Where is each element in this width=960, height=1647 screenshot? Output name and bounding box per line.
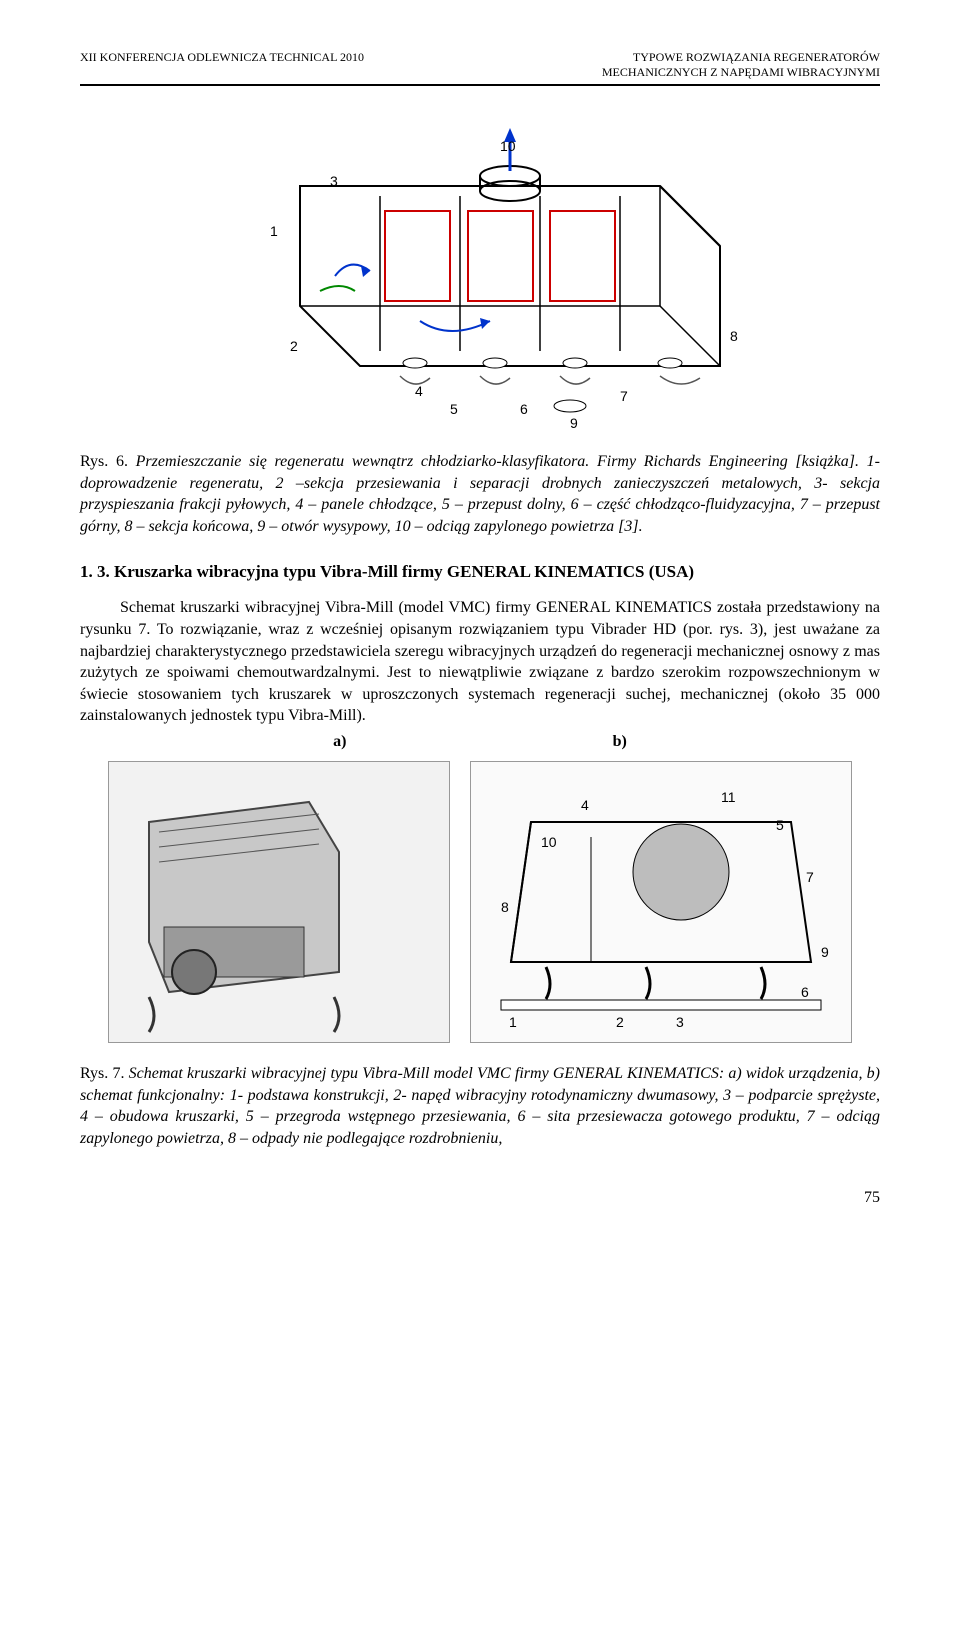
figure-7a-image: [108, 761, 450, 1043]
svg-text:9: 9: [821, 944, 829, 960]
caption6-body: Przemieszczanie się regeneratu wewnątrz …: [80, 453, 880, 535]
header-right-line2: MECHANICZNYCH Z NAPĘDAMI WIBRACYJNYMI: [602, 65, 880, 80]
heading-text: Kruszarka wibracyjna typu Vibra-Mill fir…: [114, 562, 694, 581]
label-10: 10: [500, 138, 516, 154]
label-1: 1: [270, 223, 278, 239]
figure-7b-image: 1 2 3 4 5 6 7 8 9 10 11: [470, 761, 852, 1043]
subfigure-labels: a) b): [80, 733, 880, 751]
svg-text:3: 3: [676, 1014, 684, 1030]
diagram-schematic: 1 2 3 4 5 6 7 8 9 10: [200, 116, 760, 436]
header-left: XII KONFERENCJA ODLEWNICZA TECHNICAL 201…: [80, 50, 364, 65]
paragraph-1: Schemat kruszarki wibracyjnej Vibra-Mill…: [80, 597, 880, 727]
label-8: 8: [730, 328, 738, 344]
svg-text:11: 11: [721, 789, 736, 805]
header-right-line1: TYPOWE ROZWIĄZANIA REGENERATORÓW: [602, 50, 880, 65]
figure-6-caption: Rys. 6. Przemieszczanie się regeneratu w…: [80, 451, 880, 537]
page-header: XII KONFERENCJA ODLEWNICZA TECHNICAL 201…: [80, 50, 880, 86]
label-7: 7: [620, 388, 628, 404]
svg-text:10: 10: [541, 834, 557, 850]
svg-text:1: 1: [509, 1014, 517, 1030]
caption6-lead: Rys. 6.: [80, 453, 128, 470]
label-2: 2: [290, 338, 298, 354]
caption7-body: Schemat kruszarki wibracyjnej typu Vibra…: [80, 1065, 880, 1147]
page-number: 75: [80, 1189, 880, 1207]
svg-text:8: 8: [501, 899, 509, 915]
label-6: 6: [520, 401, 528, 417]
conference-title: XII KONFERENCJA ODLEWNICZA TECHNICAL 201…: [80, 50, 364, 64]
label-3: 3: [330, 173, 338, 189]
label-9: 9: [570, 415, 578, 431]
figure-6: 1 2 3 4 5 6 7 8 9 10: [80, 116, 880, 436]
header-right: TYPOWE ROZWIĄZANIA REGENERATORÓW MECHANI…: [602, 50, 880, 80]
svg-text:5: 5: [776, 817, 784, 833]
figure-7-images: 1 2 3 4 5 6 7 8 9 10 11: [80, 761, 880, 1043]
caption7-lead: Rys. 7.: [80, 1065, 124, 1082]
svg-text:6: 6: [801, 984, 809, 1000]
label-4: 4: [415, 383, 423, 399]
figure-7-caption: Rys. 7. Schemat kruszarki wibracyjnej ty…: [80, 1063, 880, 1149]
label-5: 5: [450, 401, 458, 417]
svg-text:7: 7: [806, 869, 814, 885]
label-b: b): [613, 733, 627, 751]
heading-number: 1. 3.: [80, 562, 110, 581]
svg-text:4: 4: [581, 797, 589, 813]
section-heading-1-3: 1. 3. Kruszarka wibracyjna typu Vibra-Mi…: [80, 562, 880, 582]
svg-text:2: 2: [616, 1014, 624, 1030]
label-a: a): [333, 733, 346, 751]
